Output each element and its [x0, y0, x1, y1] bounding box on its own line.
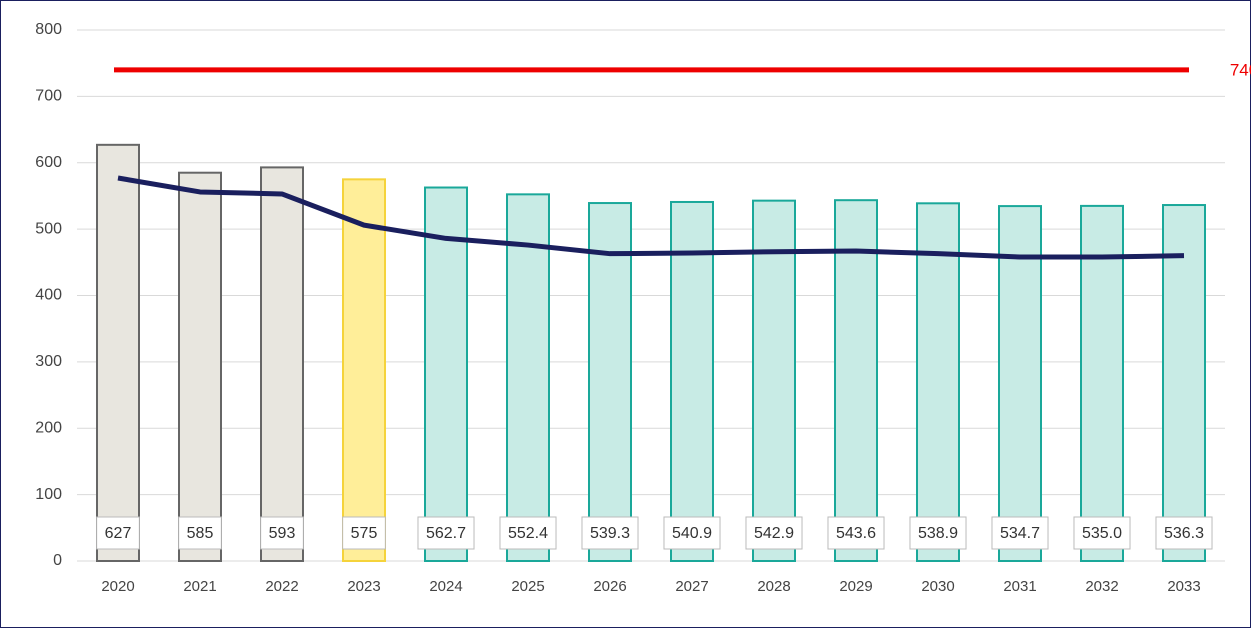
- x-tick-label: 2023: [347, 578, 380, 595]
- bar: [424, 186, 468, 562]
- x-tick-label: 2022: [265, 578, 298, 595]
- x-tick-label: 2033: [1167, 578, 1200, 595]
- value-label: 536.3: [1164, 525, 1204, 542]
- value-label-box: [581, 516, 639, 550]
- y-tick-label: 800: [35, 21, 62, 38]
- y-tick-label: 100: [35, 486, 62, 503]
- value-label: 575: [351, 525, 378, 542]
- bar: [178, 171, 222, 563]
- bar: [998, 205, 1042, 563]
- x-tick-label: 2026: [593, 578, 626, 595]
- x-tick-label: 2031: [1003, 578, 1036, 595]
- value-label-box: [1073, 516, 1131, 550]
- value-label: 542.9: [754, 525, 794, 542]
- bar: [506, 193, 550, 562]
- x-tick-label: 2025: [511, 578, 544, 595]
- y-tick-label: 0: [53, 552, 62, 569]
- x-tick-label: 2020: [101, 578, 134, 595]
- bar: [342, 178, 386, 562]
- bar: [1162, 204, 1206, 562]
- value-label: 562.7: [426, 525, 466, 542]
- bar: [588, 202, 632, 563]
- y-tick-label: 400: [35, 287, 62, 304]
- x-tick-label: 2024: [429, 578, 462, 595]
- x-tick-label: 2032: [1085, 578, 1118, 595]
- value-label-box: [827, 516, 885, 550]
- value-label-box: [663, 516, 721, 550]
- bar: [670, 200, 714, 562]
- y-tick-label: 500: [35, 220, 62, 237]
- line: [117, 175, 1185, 260]
- y-tick-label: 200: [35, 419, 62, 436]
- value-label: 538.9: [918, 525, 958, 542]
- y-tick-label: 300: [35, 353, 62, 370]
- x-tick-label: 2030: [921, 578, 954, 595]
- value-label-box: [96, 516, 140, 550]
- value-label: 585: [187, 525, 214, 542]
- value-label-box: [417, 516, 475, 550]
- x-tick-label: 2021: [183, 578, 216, 595]
- value-label-box: [745, 516, 803, 550]
- value-label-box: [178, 516, 222, 550]
- value-label-box: [260, 516, 304, 550]
- value-label: 593: [269, 525, 296, 542]
- value-label: 534.7: [1000, 525, 1040, 542]
- y-tick-label: 600: [35, 154, 62, 171]
- value-label-box: [1155, 516, 1213, 550]
- x-tick-label: 2027: [675, 578, 708, 595]
- bar: [1080, 204, 1124, 563]
- value-label-box: [909, 516, 967, 550]
- value-label-box: [499, 516, 557, 550]
- reference-label: 740: [1230, 60, 1251, 79]
- value-label-box: [991, 516, 1049, 550]
- value-label: 539.3: [590, 525, 630, 542]
- value-label: 552.4: [508, 525, 548, 542]
- bar: [260, 166, 304, 563]
- x-tick-label: 2028: [757, 578, 790, 595]
- bar: [752, 199, 796, 563]
- value-label: 543.6: [836, 525, 876, 542]
- bar: [834, 199, 878, 563]
- x-tick-label: 2029: [839, 578, 872, 595]
- bar: [916, 202, 960, 563]
- y-tick-label: 700: [35, 88, 62, 105]
- value-label-box: [342, 516, 386, 550]
- value-label: 535.0: [1082, 525, 1122, 542]
- bar: [96, 143, 140, 563]
- value-label: 540.9: [672, 525, 712, 542]
- value-label: 627: [105, 525, 132, 542]
